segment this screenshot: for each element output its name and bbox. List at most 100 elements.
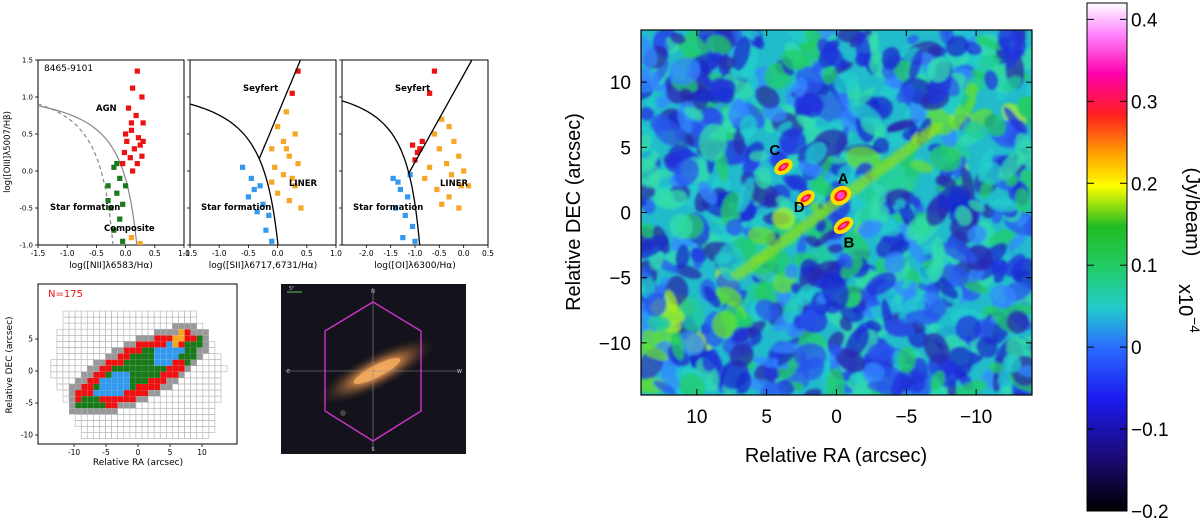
- bpt-point: [121, 149, 128, 156]
- spaxel: [74, 310, 82, 318]
- spaxel: [190, 335, 197, 342]
- spaxel: [87, 390, 94, 397]
- spaxel: [117, 408, 125, 415]
- spaxel: [111, 365, 118, 372]
- noise-blob: [1013, 269, 1032, 292]
- spaxel: [81, 384, 88, 390]
- liner-label: LINER: [289, 179, 317, 189]
- spaxel: [50, 365, 58, 373]
- bpt-point: [465, 183, 472, 189]
- bpt-point: [266, 212, 272, 218]
- spaxel: [159, 395, 167, 403]
- spaxel: [99, 432, 106, 439]
- spaxel: [62, 377, 70, 385]
- noise-blob: [894, 198, 906, 209]
- spaxel: [214, 395, 222, 403]
- spaxel: [87, 353, 94, 360]
- noise-blob: [669, 326, 684, 361]
- noise-blob: [807, 260, 838, 281]
- noise-blob: [834, 71, 860, 93]
- spaxel: [190, 329, 197, 336]
- composite-label: Composite: [104, 224, 155, 234]
- spaxel: [159, 401, 167, 409]
- spaxel: [123, 396, 130, 403]
- spaxel: [135, 420, 143, 427]
- spaxel: [93, 316, 100, 324]
- noise-blob: [906, 215, 930, 241]
- y-tick-label: 1.5: [22, 57, 33, 65]
- spaxel: [74, 420, 82, 427]
- spaxel: [190, 420, 197, 427]
- spaxel: [154, 377, 161, 384]
- colorbar-tick-label: 0.4: [1131, 10, 1158, 31]
- spaxel: [153, 426, 161, 433]
- spaxel: [87, 322, 94, 330]
- spaxel: [99, 420, 106, 427]
- bpt-oi-panel: Seyfert LINER Star formation -2.0 -1.5 -1.…: [339, 59, 494, 271]
- component-peak: [780, 164, 787, 169]
- spaxel: [117, 402, 124, 409]
- spaxel: [111, 347, 118, 354]
- noise-blob: [851, 372, 862, 384]
- bpt-point: [286, 198, 292, 204]
- spaxel: [135, 316, 143, 324]
- spaxel: [148, 335, 155, 342]
- spaxel: [178, 353, 185, 360]
- spaxel: [111, 432, 118, 439]
- noise-blob: [770, 342, 804, 354]
- spaxel: [87, 341, 94, 348]
- bpt-nii-frame: [37, 59, 185, 246]
- noise-blob: [869, 204, 890, 225]
- spaxel: [148, 384, 155, 390]
- noise-blob: [660, 358, 684, 391]
- spaxel: [87, 347, 94, 354]
- spaxel: [159, 389, 167, 397]
- spaxel: [153, 395, 161, 403]
- x-tick-label: 0.5: [301, 249, 313, 258]
- spaxel: [68, 365, 76, 373]
- y-tick-label: 5: [28, 335, 33, 344]
- spaxel: [196, 383, 204, 391]
- noise-blob: [796, 114, 818, 131]
- noise-blob: [948, 346, 973, 367]
- spaxel: [105, 353, 112, 360]
- bpt-point: [412, 238, 418, 244]
- x-tick-label: 0.0: [272, 249, 284, 258]
- spaxel: [105, 432, 112, 439]
- spaxel: [159, 316, 167, 324]
- spaxel: [196, 359, 204, 366]
- x-tick-label: -0.5: [432, 249, 447, 258]
- spaxel: [93, 328, 100, 336]
- spaxel: [190, 432, 197, 439]
- spaxel: [135, 384, 142, 390]
- spaxel: [196, 322, 204, 330]
- noise-blob: [827, 243, 844, 254]
- spaxel: [62, 383, 70, 391]
- spaxel: [99, 371, 106, 378]
- bpt-point: [105, 198, 111, 204]
- bpt-point: [397, 186, 403, 193]
- spaxel: [93, 310, 100, 318]
- noise-blob: [677, 35, 709, 60]
- noise-blob: [641, 267, 651, 280]
- spaxel: [184, 377, 191, 385]
- spaxel: [68, 353, 76, 360]
- noise-blob: [784, 263, 798, 279]
- spaxel: [99, 390, 106, 397]
- noise-blob: [983, 70, 999, 90]
- noise-blob: [837, 164, 857, 186]
- compass-south: S: [371, 447, 374, 453]
- spaxel: [111, 390, 118, 397]
- spaxel: [147, 316, 155, 324]
- spaxel: [178, 414, 185, 421]
- spaxel: [202, 365, 210, 373]
- spaxel: [123, 359, 130, 366]
- spaxel: [166, 329, 173, 336]
- noise-blob: [653, 117, 683, 146]
- spaxel: [172, 414, 179, 421]
- spaxel: [202, 377, 210, 385]
- spaxel: [196, 426, 204, 433]
- bpt-point: [128, 235, 135, 241]
- bpt-point: [417, 146, 423, 152]
- bpt-ylabel: log([OIII]λ5007/Hβ): [3, 111, 13, 193]
